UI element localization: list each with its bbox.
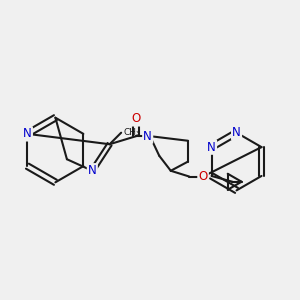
Text: O: O xyxy=(131,112,141,125)
Text: CH₃: CH₃ xyxy=(124,128,140,137)
Text: N: N xyxy=(23,127,32,140)
Text: O: O xyxy=(199,170,208,183)
Text: N: N xyxy=(88,164,97,177)
Text: N: N xyxy=(207,141,216,154)
Text: N: N xyxy=(232,126,241,139)
Text: N: N xyxy=(143,130,152,143)
